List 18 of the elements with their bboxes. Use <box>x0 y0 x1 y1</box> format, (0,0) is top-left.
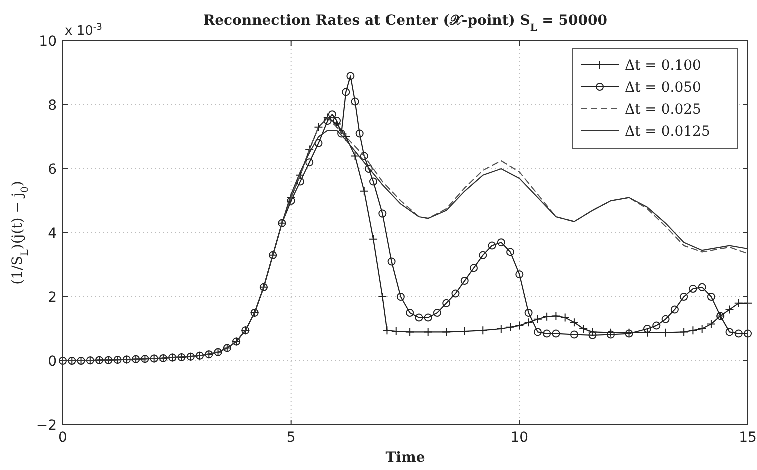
y-tick-label: 8 <box>48 98 57 114</box>
y-tick-label: 4 <box>48 226 58 242</box>
legend-label: Δt = 0.050 <box>625 80 702 96</box>
y-tick-label: 2 <box>48 290 57 306</box>
x-tick-label: 10 <box>510 430 529 446</box>
x-tick-label: 0 <box>58 430 68 446</box>
y-tick-label: −2 <box>36 418 57 434</box>
chart-title: Reconnection Rates at Center (𝒳-point) S$_{L}$ = 50000 <box>203 13 608 34</box>
x-tick-label: 15 <box>739 430 757 446</box>
y-tick-label: 10 <box>39 34 57 50</box>
legend-label: Δt = 0.100 <box>625 58 702 74</box>
x-axis-title: Time <box>386 450 426 466</box>
legend-label: Δt = 0.0125 <box>625 124 710 140</box>
y-tick-label: 0 <box>48 354 57 370</box>
x-tick-label: 5 <box>286 430 296 446</box>
y-tick-label: 6 <box>48 162 58 178</box>
text: x 10$^{-3}$ <box>65 23 103 39</box>
legend-label: Δt = 0.025 <box>625 102 702 118</box>
